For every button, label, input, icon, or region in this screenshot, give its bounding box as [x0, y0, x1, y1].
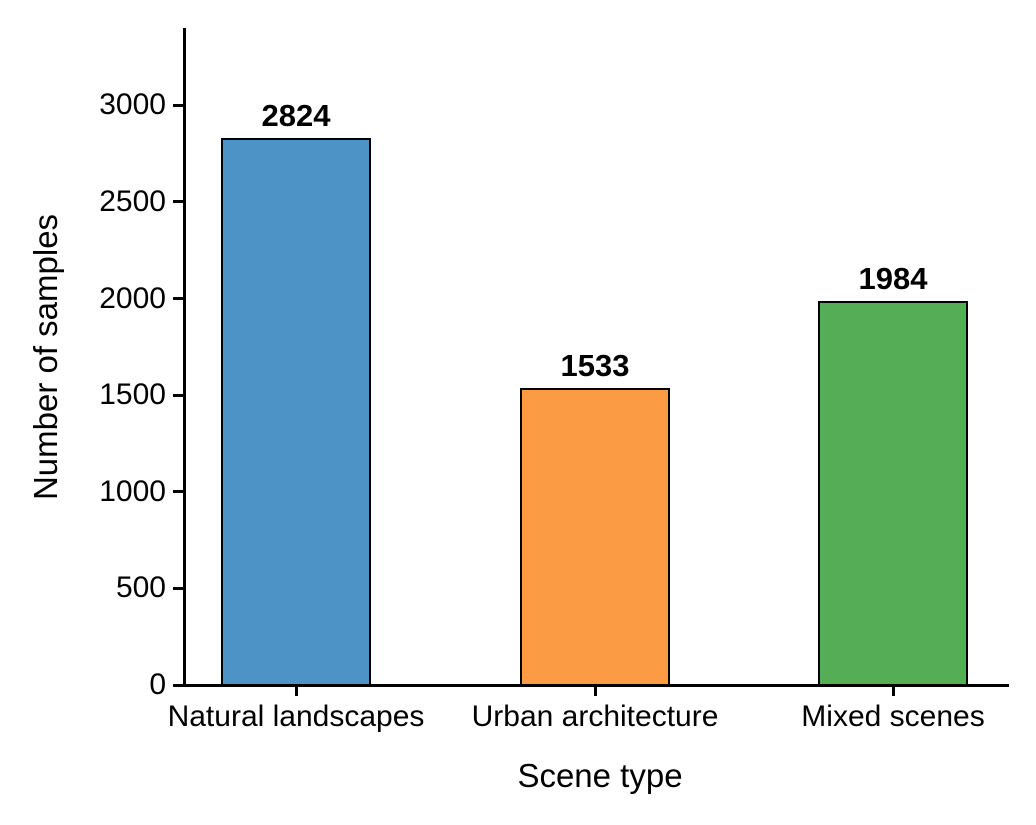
y-tick-label: 2500: [99, 184, 166, 218]
x-tick-label: Urban architecture: [471, 700, 719, 733]
bar-value-label: 1533: [560, 347, 630, 383]
y-tick-mark: [173, 683, 184, 687]
x-tick-mark: [294, 685, 298, 696]
y-tick-label: 0: [149, 668, 166, 701]
x-tick-label: Natural landscapes: [167, 700, 425, 733]
bar: [818, 300, 968, 687]
y-tick-mark: [173, 393, 184, 397]
x-tick-mark: [593, 685, 597, 696]
y-tick-mark: [173, 297, 184, 301]
y-tick-label: 1500: [99, 378, 166, 412]
y-axis-label: Number of samples: [27, 213, 64, 501]
y-tick-mark: [173, 490, 184, 494]
bar-value-label: 1984: [858, 260, 928, 296]
y-tick-label: 2000: [99, 281, 166, 315]
y-tick-label: 1000: [99, 474, 166, 508]
bar: [520, 387, 670, 687]
y-tick-label: 500: [115, 571, 166, 605]
bar: [221, 138, 371, 687]
x-axis-label: Scene type: [517, 757, 683, 794]
x-axis-line: [182, 683, 1009, 687]
y-tick-label: 3000: [99, 88, 166, 122]
y-tick-mark: [173, 586, 184, 590]
y-axis-line: [182, 28, 186, 687]
x-tick-mark: [891, 685, 895, 696]
bar-value-label: 2824: [261, 98, 331, 134]
x-tick-label: Mixed scenes: [801, 700, 985, 733]
y-tick-mark: [173, 103, 184, 107]
y-tick-mark: [173, 200, 184, 204]
